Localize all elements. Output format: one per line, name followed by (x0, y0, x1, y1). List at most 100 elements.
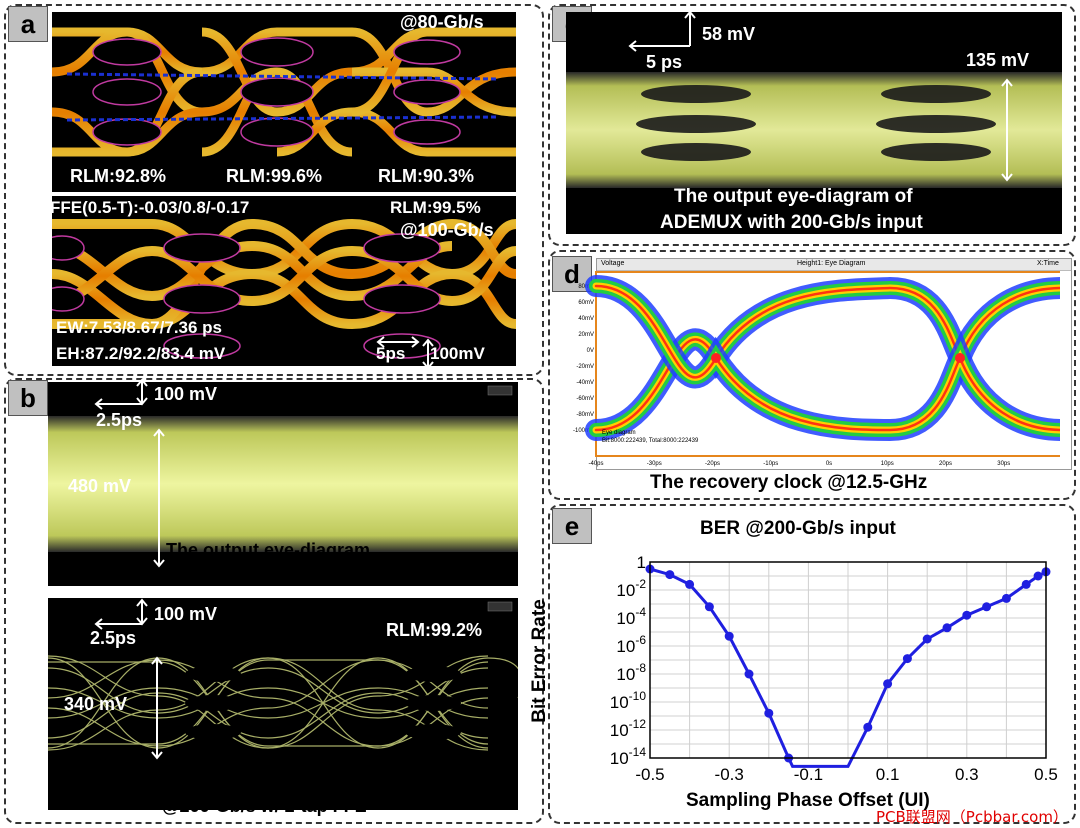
scope-x-tick-label: -30ps (647, 461, 662, 467)
scope-status-2: Bit:8000:222439, Total:8000:222439 (602, 438, 699, 444)
panel-a-rlm-3: RLM:90.3% (378, 166, 475, 186)
scope-y-tick-label: 20mV (578, 332, 594, 338)
panel-b-bottom-scale-arrows (94, 598, 148, 630)
panel-b-bottom-caption-1: The output eye-diagram (166, 770, 371, 790)
panel-a-scale-arrows (376, 336, 434, 370)
panel-c-caption-2: ADEMUX with 200-Gb/s input (660, 212, 923, 233)
scope-title-bar (597, 259, 1071, 271)
panel-c-scale-arrows (628, 10, 696, 52)
scope-x-tick-label: -20ps (705, 461, 720, 467)
panel-a-eh: EH:87.2/92.2/83.4 mV (56, 344, 226, 363)
ber-data-point (942, 623, 952, 633)
panel-b-top-scale-volt: 100 mV (154, 384, 218, 404)
ber-x-tick-label: -0.5 (635, 765, 664, 784)
panel-c-caption-1: The output eye-diagram of (674, 186, 913, 207)
ber-data-point (724, 631, 734, 641)
scope-x-tick-label: 20ps (939, 461, 952, 467)
eye-diagram-ademux (566, 12, 1062, 234)
eye-80g-svg (52, 12, 516, 192)
eye-diagram-100g (52, 196, 516, 366)
scope-y-tick-label: -80mV (576, 412, 594, 418)
panel-b-top-caption-1: The output eye-diagram (166, 540, 371, 560)
panel-label-b: b (8, 380, 48, 416)
ber-y-tick-label: 1 (637, 553, 646, 572)
watermark: PCB联盟网（Pcbbar.com） (876, 808, 1068, 826)
scope-x-tick-label: -40ps (588, 461, 603, 467)
panel-b-top-caption-2: @200-Gb/s w/o 2-tap FFE (160, 564, 376, 584)
scope-x-tick-label: 10ps (881, 461, 894, 467)
panel-a-rate-top: @80-Gb/s (400, 12, 484, 32)
crossing-point-left (711, 353, 721, 363)
panel-a-ew: EW:7.53/8.67/7.36 ps (56, 318, 223, 337)
panel-a-scale-volt: 100mV (430, 344, 485, 363)
eye-ademux-svg (566, 12, 1062, 234)
scope-y-tick-label: 40mV (578, 316, 594, 322)
panel-a-ffe: FFE(0.5-T):-0.03/0.8/-0.17 (50, 198, 250, 217)
ber-data-point (1001, 593, 1011, 603)
clock-eye-plot: 80mV60mV40mV20mV0V-20mV-40mV-60mV-80mV-1… (573, 271, 1060, 467)
panel-e-frame (548, 504, 1076, 824)
ber-data-point (764, 708, 774, 718)
panel-b-bottom-caption-2: @200-Gb/s w/ 2-tap FFE (162, 796, 367, 816)
scope-y-tick-label: -20mV (576, 364, 594, 370)
panel-c-amplitude-arrow (1001, 78, 1013, 182)
panel-a-scale-time: 5ps (376, 344, 406, 363)
eye-200g-ffe-svg (48, 598, 518, 810)
panel-d-caption: The recovery clock @12.5-GHz (650, 472, 928, 493)
scope-y-tick-label: -40mV (576, 380, 594, 386)
ber-data-point (1021, 579, 1031, 589)
ber-data-point (902, 654, 912, 664)
ber-data-point (883, 679, 893, 689)
panel-a-rlm-1: RLM:92.8% (70, 166, 167, 186)
panel-b-frame (4, 378, 544, 824)
ber-data-point (922, 634, 932, 644)
ber-y-tick-label: 10-2 (616, 577, 646, 600)
ber-y-tick-label: 10-6 (616, 633, 646, 656)
ber-x-tick-label: -0.1 (794, 765, 823, 784)
ber-data-point (685, 579, 695, 589)
scope-y-tick-label: 60mV (578, 300, 594, 306)
panel-b-bottom-scale-time: 2.5ps (90, 628, 137, 648)
panel-b-bottom-amplitude: 340 mV (64, 694, 128, 714)
panel-c-scale-time: 5 ps (646, 52, 683, 72)
ber-x-tick-label: -0.3 (715, 765, 744, 784)
ber-data-point (1033, 571, 1043, 581)
scope-title-center: Height1: Eye Diagram (797, 260, 866, 267)
ber-y-tick-label: 10-4 (616, 605, 646, 628)
scope-y-tick-label: -100mV (573, 428, 594, 434)
chart-ylabel: Bit Error Rate (528, 599, 550, 723)
crossing-point-right (955, 353, 965, 363)
ber-data-point (704, 602, 714, 612)
ber-y-tick-label: 10-12 (610, 717, 647, 740)
ber-data-point (962, 610, 972, 620)
panel-a-frame (4, 4, 544, 376)
eye-200g-no-ffe-svg (48, 382, 518, 586)
ber-data-point (863, 722, 873, 732)
panel-b-top-scale-arrows (94, 378, 148, 410)
panel-d-frame (548, 250, 1076, 500)
ber-y-tick-label: 10-8 (616, 661, 646, 684)
ber-x-tick-label: 0.1 (876, 765, 900, 784)
ber-data-point (982, 602, 992, 612)
eye-diagram-80g (52, 12, 516, 192)
ber-x-tick-label: 0.5 (1034, 765, 1058, 784)
scope-x-tick-label: 0s (826, 461, 832, 467)
scope-x-tick-label: -10ps (763, 461, 778, 467)
panel-b-bottom-amplitude-arrow (151, 656, 163, 760)
scope-y-tick-label: -60mV (576, 396, 594, 402)
scope-title-left: Voltage (601, 260, 625, 267)
eye-diagram-200g-no-ffe (48, 382, 518, 586)
chart-title: BER @200-Gb/s input (700, 518, 896, 539)
panel-a-rate-bottom: @100-Gb/s (400, 220, 494, 240)
panel-b-top-amplitude-arrow (153, 428, 165, 568)
panel-c-scale-volt: 58 mV (702, 24, 756, 44)
panel-b-top-amplitude: 480 mV (68, 476, 132, 496)
panel-label-a: a (8, 6, 48, 42)
eye-diagram-200g-ffe (48, 598, 518, 810)
panel-label-e: e (552, 508, 592, 544)
scope-y-tick-label: 0V (587, 348, 594, 354)
panel-a-rlm-bottom: RLM:99.5% (390, 198, 481, 217)
panel-c-frame (548, 4, 1076, 246)
eye-100g-svg (52, 196, 516, 366)
